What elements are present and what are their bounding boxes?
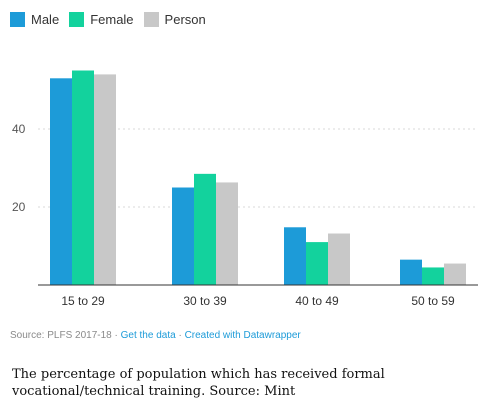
- bar-female-3: [422, 267, 444, 285]
- bar-person-2: [328, 233, 350, 285]
- bar-chart: 20 40 15 to 29 30 to 39 40 to 49 50 to 59: [12, 70, 478, 308]
- source-text: Source: PLFS 2017-18 ·: [10, 330, 121, 341]
- legend-swatch: [69, 12, 85, 27]
- y-tick-label: 20: [12, 200, 26, 214]
- legend-item-female: Female: [69, 12, 134, 27]
- legend-item-male: Male: [10, 12, 59, 27]
- datawrapper-link[interactable]: Created with Datawrapper: [184, 330, 301, 341]
- x-tick-label: 30 to 39: [183, 294, 227, 308]
- get-data-link[interactable]: Get the data: [120, 330, 176, 341]
- legend-item-person: Person: [143, 12, 206, 27]
- legend-swatch: [143, 12, 159, 27]
- bar-female-1: [194, 173, 216, 285]
- legend-label: Male: [31, 12, 60, 27]
- chart-legend: Male Female Person: [10, 12, 216, 27]
- legend-swatch: [10, 12, 25, 27]
- bar-person-3: [444, 263, 466, 285]
- legend-label: Female: [90, 12, 134, 27]
- bar-male-1: [172, 187, 194, 285]
- x-tick-label: 50 to 59: [411, 294, 455, 308]
- x-tick-label: 15 to 29: [61, 294, 105, 308]
- figure-caption: The percentage of population which has r…: [12, 367, 385, 399]
- y-tick-label: 40: [12, 122, 26, 136]
- bar-female-0: [72, 70, 94, 285]
- legend-label: Person: [164, 12, 206, 27]
- bar-male-0: [50, 78, 72, 285]
- bar-male-2: [284, 227, 306, 285]
- source-separator: ·: [175, 330, 185, 341]
- source-line: Source: PLFS 2017-18 · Get the data · Cr…: [10, 330, 301, 341]
- bar-person-1: [216, 182, 238, 285]
- bar-male-3: [400, 259, 422, 285]
- bar-person-0: [94, 74, 116, 286]
- bar-female-2: [306, 242, 328, 285]
- x-tick-label: 40 to 49: [295, 294, 339, 308]
